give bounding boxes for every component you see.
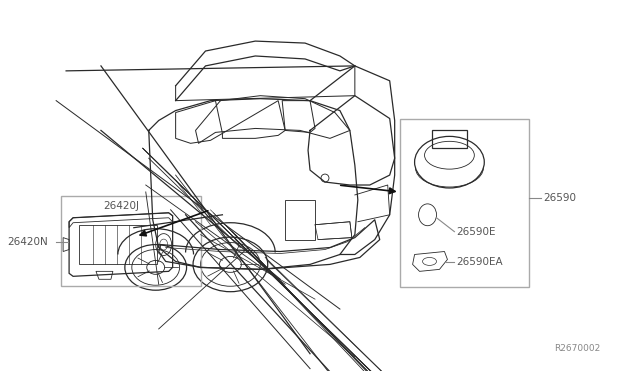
Text: 26590E: 26590E — [456, 227, 496, 237]
Text: 26420J: 26420J — [103, 201, 139, 211]
Text: 26590: 26590 — [543, 193, 576, 203]
Text: R2670002: R2670002 — [554, 344, 600, 353]
Bar — [399, 119, 529, 287]
Bar — [79, 225, 157, 264]
Text: 26590EA: 26590EA — [456, 257, 503, 267]
Bar — [61, 196, 200, 286]
Bar — [285, 200, 315, 240]
Text: 26420N: 26420N — [8, 237, 48, 247]
